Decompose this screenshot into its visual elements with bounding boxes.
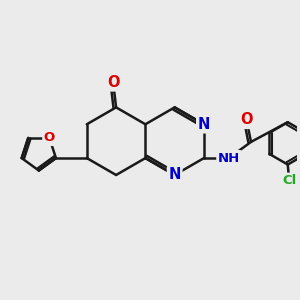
Text: O: O <box>107 75 119 90</box>
Text: NH: NH <box>218 152 240 165</box>
Text: O: O <box>240 112 253 128</box>
Text: N: N <box>169 167 181 182</box>
Text: Cl: Cl <box>282 174 296 187</box>
Text: O: O <box>44 131 55 145</box>
Text: N: N <box>198 117 210 132</box>
